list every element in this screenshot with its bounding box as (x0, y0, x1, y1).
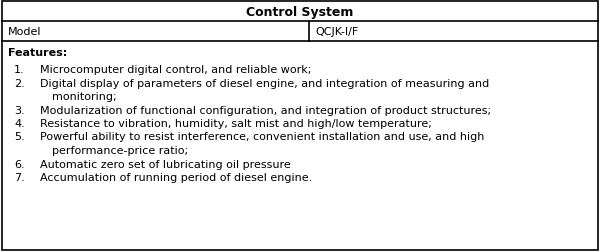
Text: performance-price ratio;: performance-price ratio; (52, 145, 188, 155)
Text: Automatic zero set of lubricating oil pressure: Automatic zero set of lubricating oil pr… (40, 159, 291, 169)
Text: Resistance to vibration, humidity, salt mist and high/low temperature;: Resistance to vibration, humidity, salt … (40, 118, 432, 129)
Text: Microcomputer digital control, and reliable work;: Microcomputer digital control, and relia… (40, 65, 311, 75)
Text: 2.: 2. (14, 78, 25, 88)
Text: Model: Model (8, 27, 41, 37)
Text: 3.: 3. (14, 105, 25, 115)
Text: Features:: Features: (8, 48, 67, 58)
Text: monitoring;: monitoring; (52, 92, 116, 102)
Text: Modularization of functional configuration, and integration of product structure: Modularization of functional configurati… (40, 105, 491, 115)
Text: 4.: 4. (14, 118, 25, 129)
Text: 1.: 1. (14, 65, 25, 75)
Text: 5.: 5. (14, 132, 25, 142)
Text: 7.: 7. (14, 172, 25, 182)
Text: 6.: 6. (14, 159, 25, 169)
Text: Control System: Control System (247, 6, 353, 18)
Text: QCJK-I/F: QCJK-I/F (315, 27, 358, 37)
Text: Powerful ability to resist interference, convenient installation and use, and hi: Powerful ability to resist interference,… (40, 132, 484, 142)
Text: Digital display of parameters of diesel engine, and integration of measuring and: Digital display of parameters of diesel … (40, 78, 489, 88)
Text: Accumulation of running period of diesel engine.: Accumulation of running period of diesel… (40, 172, 312, 182)
